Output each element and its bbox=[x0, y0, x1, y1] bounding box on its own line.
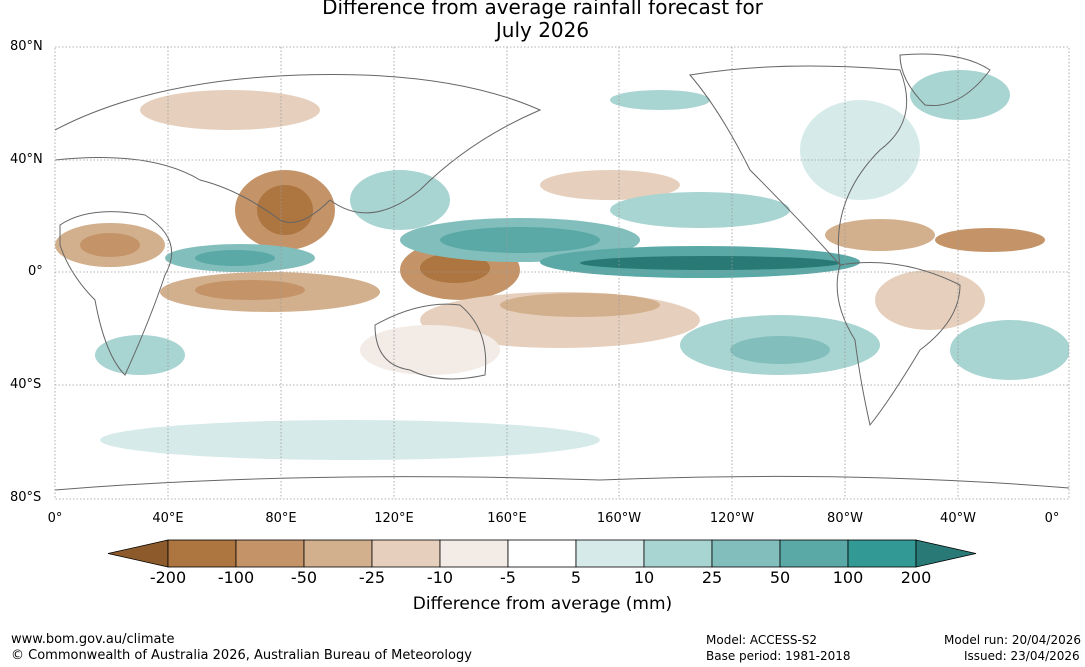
wet-region-north-pacific bbox=[610, 192, 790, 228]
anomaly-field bbox=[55, 53, 1069, 491]
legend-box bbox=[711, 539, 781, 568]
legend-arrow-right bbox=[915, 539, 977, 568]
footer-issued: Issued: 23/04/2026 bbox=[964, 649, 1080, 663]
lat-label-40s: 40°S bbox=[10, 377, 42, 392]
footer-base-period: Base period: 1981-2018 bbox=[706, 649, 851, 663]
legend-title: Difference from average (mm) bbox=[412, 594, 673, 614]
wet-region-arctic bbox=[610, 90, 710, 110]
legend-box bbox=[779, 539, 849, 568]
dry-region-central-america bbox=[825, 219, 935, 251]
footer-model-run: Model run: 20/04/2026 bbox=[944, 633, 1082, 647]
legend-tick-label: 100 bbox=[832, 568, 864, 587]
lon-label-80e: 80°E bbox=[265, 511, 297, 526]
legend-tick-label: -25 bbox=[358, 568, 386, 587]
coastline-africa bbox=[59, 211, 173, 376]
legend-box bbox=[303, 539, 373, 568]
wet-region-south-atlantic bbox=[950, 320, 1069, 380]
legend-tick-label: -50 bbox=[290, 568, 318, 587]
wet-region-equatorial-pacific-core bbox=[580, 256, 840, 270]
graticule bbox=[54, 46, 1070, 500]
lon-label-80w: 80°W bbox=[827, 511, 863, 526]
lon-label-0-right: 0° bbox=[1044, 511, 1060, 526]
lon-label-160e: 160°E bbox=[487, 511, 527, 526]
legend-tick-label: -10 bbox=[426, 568, 454, 587]
lat-label-80s: 80°S bbox=[10, 490, 42, 505]
dry-region-south-america bbox=[875, 270, 985, 330]
coastline-australia bbox=[374, 303, 487, 380]
dry-region-atlantic bbox=[935, 228, 1045, 252]
coastline-south-america bbox=[836, 262, 961, 427]
wet-region-indian-ocean-core bbox=[195, 250, 275, 266]
lon-label-40w: 40°W bbox=[940, 511, 976, 526]
legend-tick-label: -200 bbox=[149, 568, 187, 587]
dry-region-south-pacific-core bbox=[500, 293, 660, 317]
dry-region-africa-north-core bbox=[80, 233, 140, 257]
legend-box bbox=[847, 539, 917, 568]
legend-box bbox=[575, 539, 645, 568]
coastlines bbox=[55, 53, 1069, 491]
wet-region-north-america bbox=[800, 100, 920, 200]
wet-region-west-pacific-core bbox=[440, 227, 600, 253]
coastline-eurasia bbox=[55, 73, 542, 223]
coastline-north-america bbox=[689, 65, 908, 267]
lon-label-120e: 120°E bbox=[374, 511, 414, 526]
lat-label-40n: 40°N bbox=[10, 152, 43, 167]
legend-tick-label: 10 bbox=[633, 568, 655, 587]
wet-region-southern-ocean bbox=[100, 420, 600, 460]
lat-label-80n: 80°N bbox=[10, 39, 43, 54]
legend-tick-label: -5 bbox=[500, 568, 516, 587]
dry-region-north-pacific bbox=[540, 170, 680, 200]
lon-label-160w: 160°W bbox=[596, 511, 642, 526]
legend-tick-label: 5 bbox=[570, 568, 582, 587]
legend-tick-label: 25 bbox=[701, 568, 723, 587]
footer-website: www.bom.gov.au/climate bbox=[11, 632, 175, 647]
footer-model: Model: ACCESS-S2 bbox=[706, 633, 818, 647]
legend-box bbox=[371, 539, 441, 568]
footer-copyright: © Commonwealth of Australia 2026, Austra… bbox=[11, 648, 472, 663]
lon-label-0-left: 0° bbox=[47, 511, 63, 526]
legend-arrow-left bbox=[107, 539, 169, 568]
dry-region-asia-north bbox=[140, 90, 320, 130]
legend-box bbox=[643, 539, 713, 568]
lon-label-120w: 120°W bbox=[709, 511, 755, 526]
coastline-antarctica bbox=[55, 475, 1069, 491]
wet-region-greenland bbox=[910, 70, 1010, 120]
dry-region-india-core bbox=[257, 185, 313, 235]
legend-box bbox=[235, 539, 305, 568]
legend-boxes bbox=[107, 539, 977, 568]
legend-tick-label: -100 bbox=[217, 568, 255, 587]
title-line-2: July 2026 bbox=[495, 18, 590, 42]
lat-label-equator: 0° bbox=[28, 264, 43, 279]
dry-region-indian-ocean-core bbox=[195, 280, 305, 300]
coastline-greenland bbox=[899, 53, 991, 107]
wet-region-southeast-pacific-core bbox=[730, 336, 830, 364]
legend-box bbox=[507, 539, 577, 568]
map-title: Difference from average rainfall forecas… bbox=[0, 0, 1085, 42]
legend-box bbox=[167, 539, 237, 568]
legend-box bbox=[439, 539, 509, 568]
lon-label-40e: 40°E bbox=[152, 511, 184, 526]
dry-region-australia bbox=[360, 325, 500, 375]
dry-region-maritime-core bbox=[420, 253, 490, 283]
legend-tick-label: 50 bbox=[769, 568, 791, 587]
legend-tick-label: 200 bbox=[900, 568, 932, 587]
title-line-1: Difference from average rainfall forecas… bbox=[322, 0, 763, 19]
